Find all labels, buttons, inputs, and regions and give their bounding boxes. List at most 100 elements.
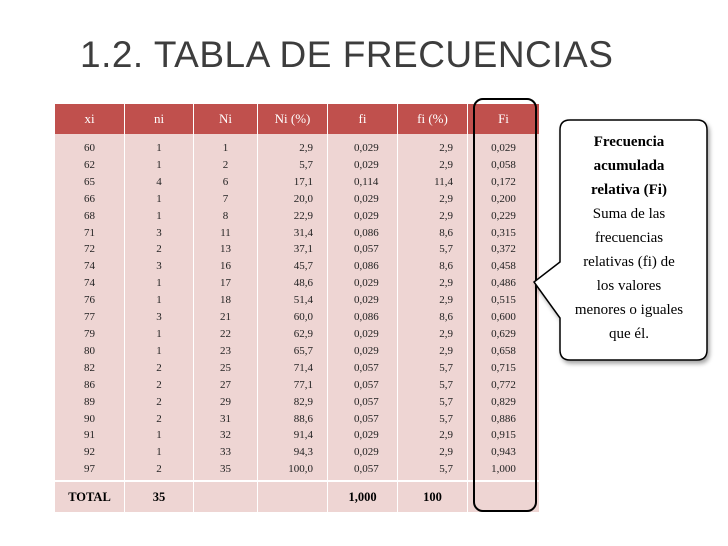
table-cell: 79 xyxy=(84,327,95,340)
table-cell: 0,029 xyxy=(354,158,379,171)
table-cell: 3 xyxy=(156,260,162,273)
table-cell: 82,9 xyxy=(293,395,313,408)
callout-text: Frecuencia acumulada relativa (Fi) Suma … xyxy=(567,130,691,346)
table-cell: 91,4 xyxy=(293,429,313,442)
table-cell: 2,9 xyxy=(439,142,453,154)
table-cell: 0,029 xyxy=(354,429,379,442)
table-cell: 13 xyxy=(220,243,231,256)
total-Ni-pct xyxy=(258,480,328,513)
table-cell: 0,029 xyxy=(354,446,379,459)
table-cell: 48,6 xyxy=(293,277,313,290)
table-cell: 0,315 xyxy=(491,226,516,239)
table-cell: 0,658 xyxy=(491,344,516,357)
table-cell: 74 xyxy=(84,260,95,273)
table-data-row: 60 62 65 66 68 71 72 74 74 76 77 79 80 82 86 89 90 91 92 97… xyxy=(55,134,540,481)
table-cell: 31 xyxy=(220,412,231,425)
table-cell: 1 xyxy=(156,277,162,290)
table-cell: 5,7 xyxy=(439,378,453,391)
table-cell: 33 xyxy=(220,446,231,459)
table-cell: 37,1 xyxy=(293,243,313,256)
table-cell: 0,915 xyxy=(491,429,516,442)
table-header-row: xi ni Ni Ni (%) fi fi (%) Fi xyxy=(55,104,540,134)
header-fi: fi xyxy=(328,104,398,134)
table-cell: 2,9 xyxy=(439,344,453,357)
table-cell: 25 xyxy=(220,361,231,374)
table-cell: 60 xyxy=(84,142,95,154)
table-cell: 88,6 xyxy=(293,412,313,425)
total-fi: 1,000 xyxy=(328,480,398,513)
column-ni: 1 1 4 1 1 3 2 3 1 1 3 1 1 2 2 2 2 1 1 2 xyxy=(125,134,194,481)
table-cell: 66 xyxy=(84,192,95,205)
table-cell: 2,9 xyxy=(439,158,453,171)
column-xi: 60 62 65 66 68 71 72 74 74 76 77 79 80 82 86 89 90 91 92 97 xyxy=(55,134,125,481)
total-label: TOTAL xyxy=(55,480,125,513)
callout-body-line-6: que él. xyxy=(609,326,649,342)
table-cell: 8,6 xyxy=(439,226,453,239)
table-cell: 5,7 xyxy=(439,243,453,256)
table-cell: 0,458 xyxy=(491,260,516,273)
table-cell: 77 xyxy=(84,311,95,324)
table-cell: 76 xyxy=(84,294,95,307)
table-cell: 1 xyxy=(156,294,162,307)
table-cell: 18 xyxy=(220,294,231,307)
table-cell: 92 xyxy=(84,446,95,459)
table-cell: 5,7 xyxy=(439,395,453,408)
callout-title-line-3: relativa (Fi) xyxy=(591,182,667,198)
table-cell: 94,3 xyxy=(293,446,313,459)
table-cell: 51,4 xyxy=(293,294,313,307)
frequency-table: xi ni Ni Ni (%) fi fi (%) Fi 60 62 65 66 68 7… xyxy=(55,104,540,513)
table-cell: 0,057 xyxy=(354,463,379,476)
slide-title: 1.2. TABLA DE FRECUENCIAS xyxy=(80,34,614,75)
table-cell: 1 xyxy=(156,344,162,357)
table-cell: 0,029 xyxy=(354,192,379,205)
callout-title-line-2: acumulada xyxy=(593,158,665,174)
table-cell: 1 xyxy=(156,142,162,154)
callout-body-line-5: menores o iguales xyxy=(574,302,684,318)
table-cell: 62,9 xyxy=(293,327,313,340)
table-cell: 3 xyxy=(156,311,162,324)
table-cell: 0,829 xyxy=(491,395,516,408)
table-cell: 5,7 xyxy=(299,158,313,171)
table-cell: 22,9 xyxy=(293,209,313,222)
table-cell: 77,1 xyxy=(293,378,313,391)
table-cell: 2,9 xyxy=(439,209,453,222)
table-cell: 22 xyxy=(220,327,231,340)
table-cell: 2 xyxy=(156,395,162,408)
table-cell: 5,7 xyxy=(439,463,453,476)
table-cell: 0,029 xyxy=(354,142,379,154)
table-cell: 27 xyxy=(220,378,231,391)
table-cell: 91 xyxy=(84,429,95,442)
table-cell: 8,6 xyxy=(439,311,453,324)
table-cell: 0,372 xyxy=(491,243,516,256)
table-cell: 5,7 xyxy=(439,361,453,374)
table-cell: 2,9 xyxy=(439,277,453,290)
table-cell: 2 xyxy=(156,412,162,425)
table-cell: 2 xyxy=(156,361,162,374)
table-cell: 16 xyxy=(220,260,231,273)
table-cell: 20,0 xyxy=(293,192,313,205)
table-cell: 0,515 xyxy=(491,294,516,307)
table-cell: 4 xyxy=(156,175,162,188)
header-Ni: Ni xyxy=(194,104,258,134)
table-cell: 1 xyxy=(156,158,162,171)
callout-bubble-shape xyxy=(532,119,708,361)
table-cell: 2,9 xyxy=(439,429,453,442)
table-cell: 68 xyxy=(84,209,95,222)
header-ni: ni xyxy=(125,104,194,134)
total-Ni xyxy=(194,480,258,513)
table-cell: 35 xyxy=(220,463,231,476)
table-cell: 0,086 xyxy=(354,260,379,273)
table-cell: 11 xyxy=(220,226,231,239)
table-cell: 7 xyxy=(222,192,229,205)
table-cell: 2 xyxy=(156,243,162,256)
table-cell: 0,629 xyxy=(491,327,516,340)
table-cell: 3 xyxy=(156,226,162,239)
table-cell: 71 xyxy=(84,226,95,239)
table-cell: 0,029 xyxy=(354,209,379,222)
table-total-row: TOTAL 35 1,000 100 xyxy=(55,480,540,513)
callout-body-line-2: frecuencias xyxy=(594,230,664,246)
table-cell: 100,0 xyxy=(288,463,313,476)
table-cell: 1 xyxy=(156,209,162,222)
table-cell: 80 xyxy=(84,344,95,357)
table-cell: 1 xyxy=(156,429,162,442)
